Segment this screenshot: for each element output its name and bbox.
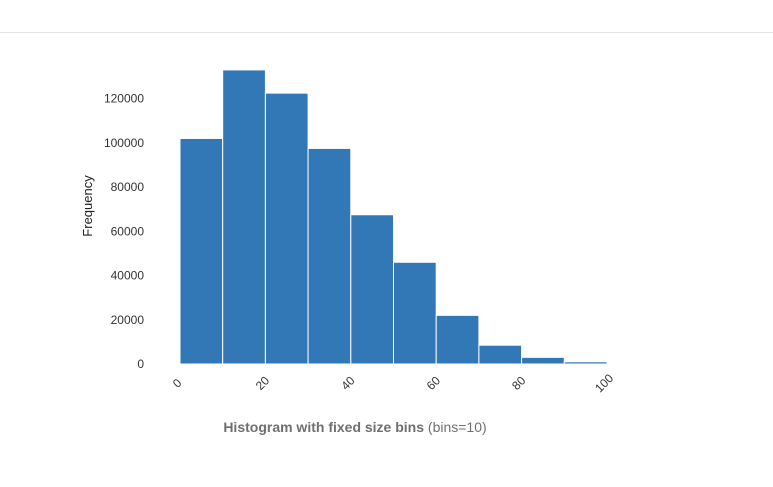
histogram-bar — [307, 147, 352, 365]
histogram-bar — [521, 356, 565, 365]
histogram-bar — [350, 214, 394, 365]
histogram-bar — [179, 137, 224, 365]
chart-caption-title: Histogram with fixed size bins — [223, 419, 425, 435]
y-tick-label: 60000 — [111, 224, 145, 238]
y-tick-label: 20000 — [111, 313, 145, 327]
histogram-bar — [478, 344, 523, 365]
histogram-bar — [563, 361, 608, 365]
top-divider — [0, 32, 773, 33]
y-tick-label: 0 — [137, 357, 144, 371]
x-tick-label: 20 — [253, 373, 273, 393]
histogram-bar — [222, 69, 266, 365]
y-tick-label: 100000 — [104, 136, 144, 150]
histogram-bar — [435, 314, 480, 365]
bars-group — [179, 69, 608, 365]
x-axis-ticks: 0 20 40 60 80 100 — [170, 371, 617, 395]
histogram-bar — [393, 261, 437, 365]
y-tick-label: 120000 — [104, 92, 144, 106]
y-tick-label: 40000 — [111, 269, 145, 283]
x-tick-label: 0 — [170, 376, 185, 391]
histogram-bar — [264, 92, 309, 365]
chart-caption-detail: (bins=10) — [427, 419, 487, 435]
y-axis-ticks: 0 20000 40000 60000 80000 100000 120000 — [104, 92, 144, 371]
x-tick-label: 100 — [592, 371, 616, 395]
x-tick-label: 40 — [338, 373, 358, 393]
x-tick-label: 60 — [424, 373, 444, 393]
y-tick-label: 80000 — [111, 180, 145, 194]
chart-caption: Histogram with fixed size bins (bins=10) — [0, 419, 710, 435]
x-tick-label: 80 — [509, 373, 529, 393]
y-axis-title: Frequency — [80, 175, 95, 237]
